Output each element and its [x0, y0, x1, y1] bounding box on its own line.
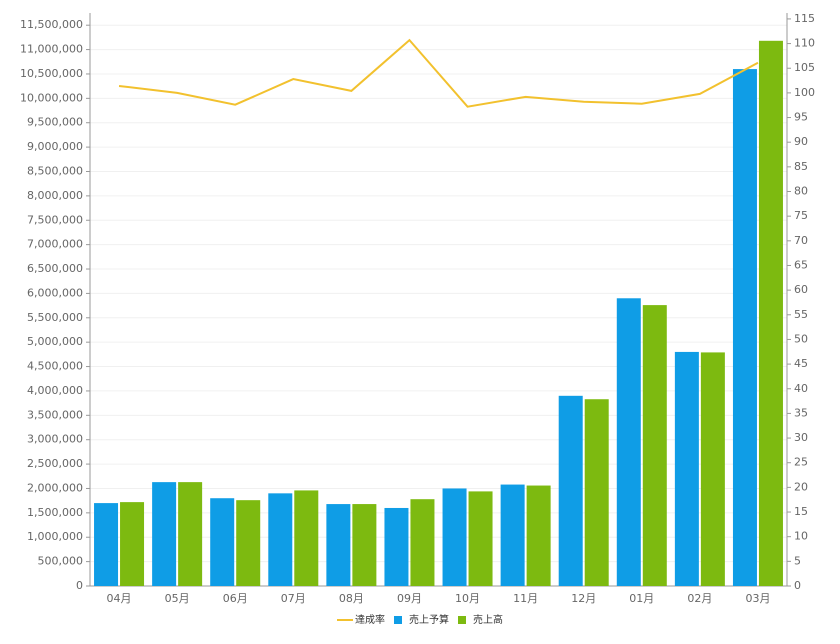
- y-tick-label: 7,500,000: [27, 213, 83, 226]
- y-tick-label: 3,500,000: [27, 408, 83, 421]
- y2-tick-label: 20: [794, 480, 808, 493]
- y-tick-label: 1,500,000: [27, 506, 83, 519]
- y2-tick-label: 70: [794, 234, 808, 247]
- x-tick-label: 02月: [687, 592, 712, 605]
- bar: [236, 500, 261, 586]
- y2-tick-label: 75: [794, 209, 808, 222]
- y2-tick-label: 10: [794, 530, 808, 543]
- bar: [210, 498, 235, 586]
- y2-tick-label: 5: [794, 554, 801, 567]
- bar: [500, 484, 525, 586]
- y-tick-label: 2,500,000: [27, 457, 83, 470]
- y2-tick-label: 95: [794, 111, 808, 124]
- bar: [468, 491, 493, 586]
- bar: [120, 502, 145, 586]
- x-tick-label: 09月: [397, 592, 422, 605]
- y-tick-label: 4,500,000: [27, 360, 83, 373]
- bar: [178, 482, 203, 586]
- bar: [94, 503, 119, 586]
- x-tick-label: 11月: [513, 592, 538, 605]
- y2-tick-label: 115: [794, 12, 815, 25]
- bar: [758, 40, 783, 587]
- y2-tick-label: 55: [794, 308, 808, 321]
- y2-tick-label: 85: [794, 160, 808, 173]
- x-tick-label: 05月: [165, 592, 190, 605]
- x-tick-label: 08月: [339, 592, 364, 605]
- bar: [700, 352, 725, 586]
- x-tick-label: 10月: [455, 592, 480, 605]
- bar: [674, 351, 699, 586]
- bar: [326, 504, 351, 586]
- y2-tick-label: 15: [794, 505, 808, 518]
- bar: [442, 488, 467, 586]
- bar: [616, 298, 641, 586]
- legend-swatch: [394, 616, 402, 624]
- y-tick-label: 11,500,000: [20, 18, 83, 31]
- legend-label: 売上高: [473, 613, 503, 626]
- y-tick-label: 5,000,000: [27, 335, 83, 348]
- y-tick-label: 10,500,000: [20, 67, 83, 80]
- y2-tick-label: 45: [794, 357, 808, 370]
- legend-swatch: [458, 616, 466, 624]
- bar: [268, 493, 293, 586]
- y-tick-label: 1,000,000: [27, 530, 83, 543]
- y-tick-label: 5,500,000: [27, 311, 83, 324]
- y-tick-label: 3,000,000: [27, 433, 83, 446]
- bar: [152, 482, 177, 586]
- y-tick-label: 11,000,000: [20, 43, 83, 56]
- y2-tick-label: 90: [794, 135, 808, 148]
- y-tick-label: 500,000: [38, 555, 84, 568]
- y2-tick-label: 35: [794, 406, 808, 419]
- x-tick-label: 06月: [223, 592, 248, 605]
- x-tick-label: 07月: [281, 592, 306, 605]
- y2-tick-label: 80: [794, 185, 808, 198]
- bar: [526, 485, 551, 586]
- y2-tick-label: 50: [794, 332, 808, 345]
- x-tick-label: 01月: [629, 592, 654, 605]
- y-tick-label: 9,000,000: [27, 140, 83, 153]
- x-tick-label: 03月: [745, 592, 770, 605]
- y-tick-label: 9,500,000: [27, 116, 83, 129]
- y2-tick-label: 0: [794, 579, 801, 592]
- x-tick-label: 04月: [107, 592, 132, 605]
- legend-label: 売上予算: [409, 613, 449, 626]
- bar: [558, 395, 583, 586]
- y-tick-label: 6,500,000: [27, 262, 83, 275]
- y-tick-label: 8,500,000: [27, 164, 83, 177]
- y2-tick-label: 105: [794, 61, 815, 74]
- y-tick-label: 8,000,000: [27, 189, 83, 202]
- y-tick-label: 6,000,000: [27, 286, 83, 299]
- y2-tick-label: 25: [794, 456, 808, 469]
- bar: [384, 507, 409, 586]
- bar: [352, 504, 377, 586]
- line: [118, 38, 759, 108]
- y-tick-label: 0: [76, 579, 83, 592]
- y2-tick-label: 30: [794, 431, 808, 444]
- x-tick-label: 12月: [571, 592, 596, 605]
- y2-tick-label: 100: [794, 86, 815, 99]
- y-tick-label: 10,000,000: [20, 91, 83, 104]
- legend-label: 達成率: [355, 613, 385, 626]
- y2-tick-label: 60: [794, 283, 808, 296]
- bar: [584, 399, 609, 586]
- bar: [642, 305, 667, 586]
- y2-tick-label: 40: [794, 382, 808, 395]
- y-tick-label: 4,000,000: [27, 384, 83, 397]
- y2-tick-label: 110: [794, 37, 815, 50]
- bar: [732, 69, 757, 586]
- y-tick-label: 7,000,000: [27, 238, 83, 251]
- bar: [294, 490, 319, 586]
- bar: [410, 499, 435, 586]
- y-tick-label: 2,000,000: [27, 481, 83, 494]
- y2-tick-label: 65: [794, 258, 808, 271]
